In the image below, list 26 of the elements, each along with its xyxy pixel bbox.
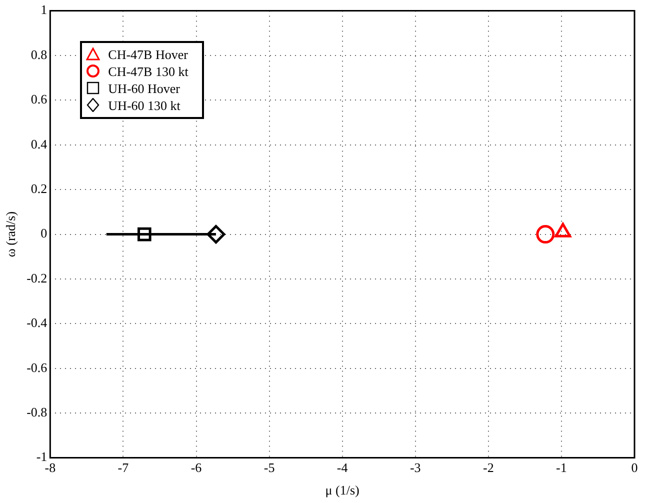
legend-label: UH-60 Hover [108, 80, 180, 97]
y-tick-label: 0.8 [30, 46, 48, 62]
x-tick-label: -8 [44, 460, 56, 476]
x-tick-label: -2 [483, 460, 494, 476]
y-tick-label: -0.2 [26, 270, 48, 286]
x-tick-label: 0 [631, 460, 638, 476]
x-tick-label: -6 [190, 460, 202, 476]
y-tick-label: -0.8 [26, 404, 48, 420]
y-tick-label: 0.2 [30, 181, 48, 196]
x-tick-label: -1 [556, 460, 567, 476]
y-tick-label: 0.6 [30, 92, 48, 107]
x-tick-label: -3 [410, 460, 421, 476]
x-axis-title: μ (1/s) [325, 482, 360, 498]
y-tick-label: -1 [36, 449, 48, 464]
y-tick-label: 1 [40, 2, 48, 18]
legend-label: CH-47B 130 kt [108, 62, 188, 80]
legend-label: UH-60 130 kt [108, 96, 180, 114]
x-tick-label: -5 [264, 460, 275, 476]
y-tick-label: -0.4 [26, 315, 48, 330]
y-tick-label: 0 [40, 226, 48, 241]
x-tick-label: -4 [336, 460, 348, 476]
legend-label: CH-47B Hover [108, 46, 188, 63]
y-tick-label: 0.4 [30, 136, 48, 152]
y-axis-title: ω (rad/s) [3, 211, 18, 258]
y-tick-label: -0.6 [26, 360, 48, 375]
x-tick-label: -7 [118, 460, 130, 476]
